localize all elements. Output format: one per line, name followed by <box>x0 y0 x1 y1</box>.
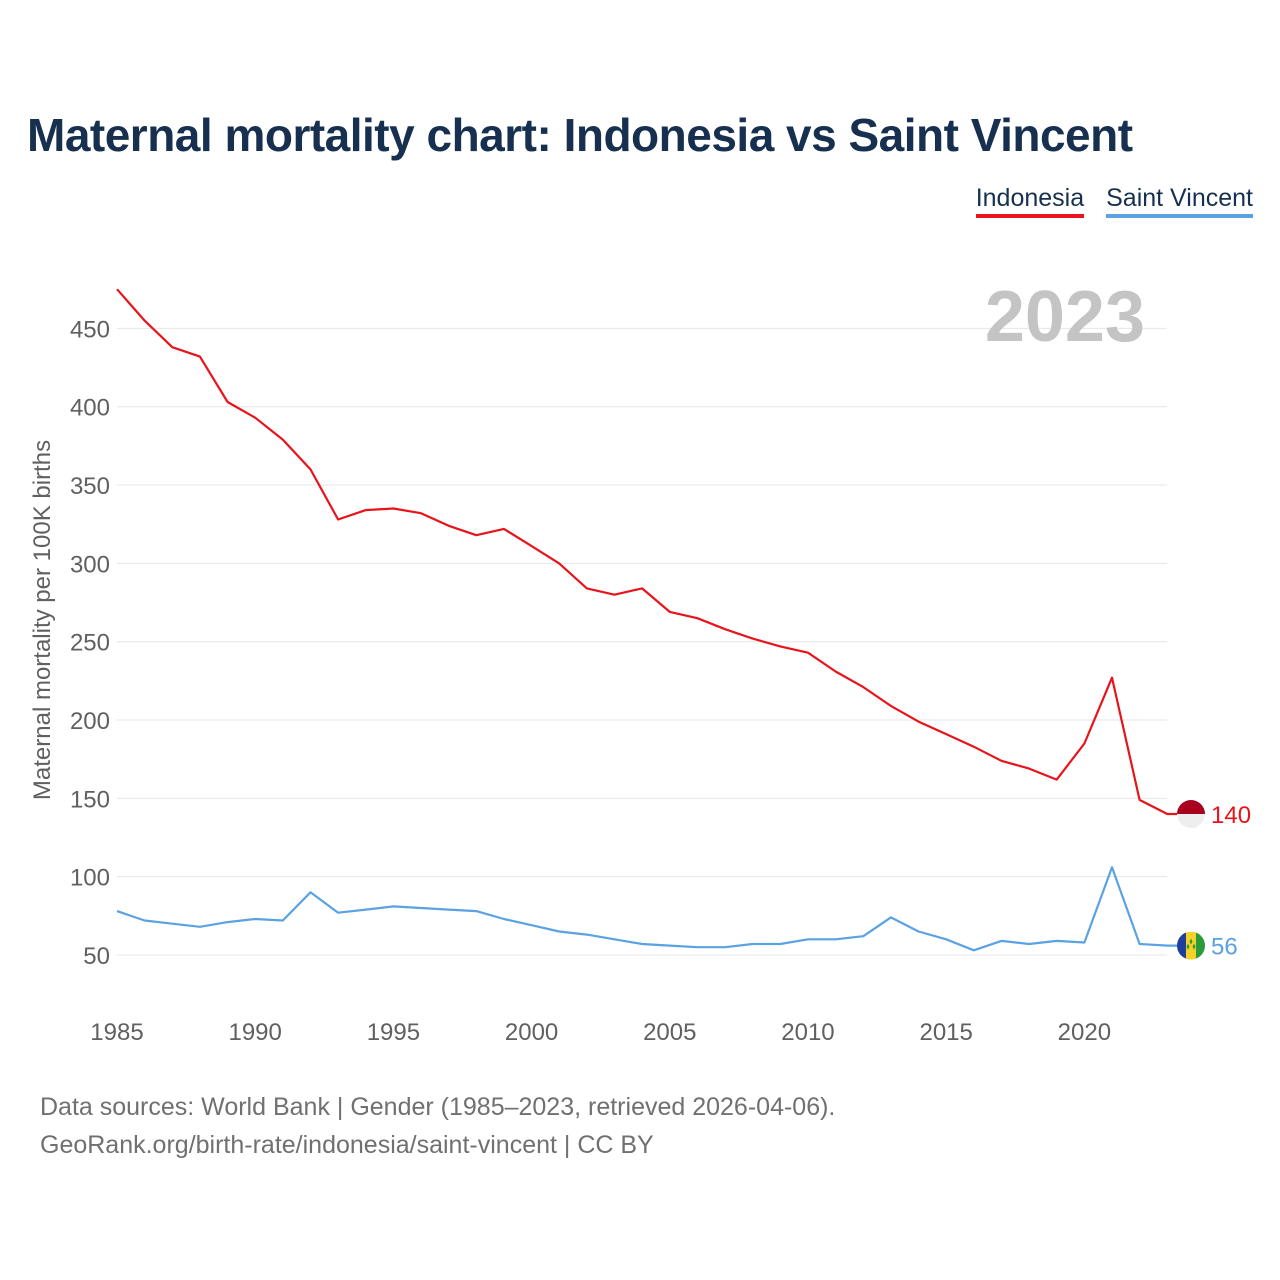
flag-saint-vincent-icon <box>1177 931 1205 960</box>
x-tick-label-2015: 2015 <box>919 1019 972 1046</box>
line-chart: 50 100 150 200 250 300 350 400 450 1985 1990 1995 2… <box>29 277 1251 1046</box>
x-axis-ticks: 1985 1990 1995 2000 2005 2010 2015 2020 <box>90 1019 1111 1046</box>
legend-item-indonesia[interactable]: Indonesia <box>975 184 1085 218</box>
x-tick-label-2005: 2005 <box>643 1019 696 1046</box>
flag-green-band <box>1196 931 1205 960</box>
grid-lines <box>117 327 1167 956</box>
y-tick-label-50: 50 <box>83 943 110 970</box>
flag-yellow-band <box>1186 931 1196 960</box>
flag-diamonds <box>1186 938 1196 950</box>
x-tick-label-2000: 2000 <box>505 1019 558 1046</box>
end-label-saint-vincent: 56 <box>1211 934 1238 961</box>
legend-item-saint-vincent[interactable]: Saint Vincent <box>1106 184 1253 218</box>
y-tick-label-450: 450 <box>70 316 110 343</box>
y-tick-label-400: 400 <box>70 395 110 422</box>
end-markers: 140 56 <box>1177 800 1251 961</box>
y-tick-label-300: 300 <box>70 551 110 578</box>
x-tick-label-2010: 2010 <box>781 1019 834 1046</box>
x-tick-label-1990: 1990 <box>228 1019 281 1046</box>
series-line-indonesia <box>116 288 1178 816</box>
y-tick-label-350: 350 <box>70 473 110 500</box>
y-tick-label-100: 100 <box>70 865 110 892</box>
series-lines <box>116 288 1178 952</box>
y-tick-label-200: 200 <box>70 708 110 735</box>
y-tick-label-150: 150 <box>70 786 110 813</box>
flag-indonesia-icon <box>1177 800 1205 829</box>
chart-title: Maternal mortality chart: Indonesia vs S… <box>27 109 1133 161</box>
x-tick-label-1985: 1985 <box>90 1019 143 1046</box>
x-tick-label-1995: 1995 <box>367 1019 420 1046</box>
footer-sources: Data sources: World Bank | Gender (1985–… <box>40 1093 836 1121</box>
flag-red-half <box>1177 800 1205 815</box>
flag-blue-band <box>1177 931 1186 960</box>
footer: Data sources: World Bank | Gender (1985–… <box>40 1088 835 1164</box>
x-tick-label-2020: 2020 <box>1058 1019 1111 1046</box>
series-line-saint-vincent <box>116 866 1178 952</box>
footer-link[interactable]: GeoRank.org/birth-rate/indonesia/saint-v… <box>40 1131 654 1159</box>
y-tick-label-250: 250 <box>70 630 110 657</box>
y-axis-ticks: 50 100 150 200 250 300 350 400 450 <box>70 316 110 970</box>
y-axis-label: Maternal mortality per 100K births <box>29 440 56 800</box>
year-watermark: 2023 <box>985 277 1145 357</box>
end-label-indonesia: 140 <box>1211 802 1251 829</box>
legend: Indonesia Saint Vincent <box>975 184 1253 218</box>
